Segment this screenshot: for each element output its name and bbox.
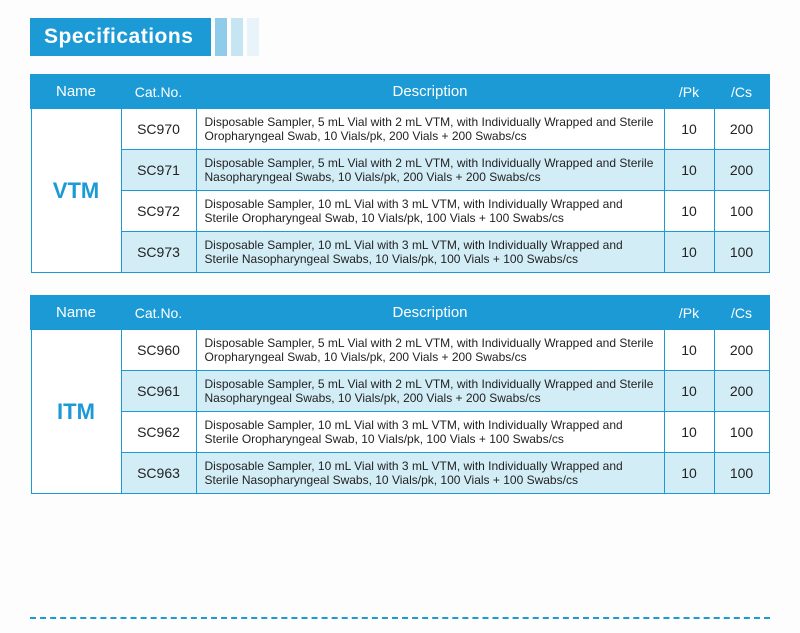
header-cs: /Cs bbox=[714, 296, 769, 329]
cell-cat: SC962 bbox=[121, 412, 196, 453]
group-name-cell: VTM bbox=[31, 108, 121, 273]
cell-desc: Disposable Sampler, 10 mL Vial with 3 mL… bbox=[196, 191, 664, 232]
table-row: SC963 Disposable Sampler, 10 mL Vial wit… bbox=[31, 453, 769, 494]
table-row: SC972 Disposable Sampler, 10 mL Vial wit… bbox=[31, 191, 769, 232]
spec-table-vtm: Name Cat.No. Description /Pk /Cs VTM SC9… bbox=[30, 74, 770, 273]
header-name: Name bbox=[31, 75, 121, 108]
table-header-row: Name Cat.No. Description /Pk /Cs bbox=[31, 296, 769, 329]
title-accent-icon bbox=[247, 18, 259, 56]
header-cat: Cat.No. bbox=[121, 75, 196, 108]
spec-table-itm: Name Cat.No. Description /Pk /Cs ITM SC9… bbox=[30, 295, 770, 494]
cell-pk: 10 bbox=[664, 150, 714, 191]
header-name: Name bbox=[31, 296, 121, 329]
cell-pk: 10 bbox=[664, 412, 714, 453]
cell-pk: 10 bbox=[664, 108, 714, 150]
cell-pk: 10 bbox=[664, 232, 714, 273]
cell-cs: 200 bbox=[714, 371, 769, 412]
divider-dashed bbox=[30, 617, 770, 619]
cell-cs: 200 bbox=[714, 329, 769, 371]
cell-cat: SC963 bbox=[121, 453, 196, 494]
title-accent-icon bbox=[231, 18, 243, 56]
cell-cat: SC971 bbox=[121, 150, 196, 191]
header-pk: /Pk bbox=[664, 75, 714, 108]
cell-desc: Disposable Sampler, 10 mL Vial with 3 mL… bbox=[196, 412, 664, 453]
table-row: SC973 Disposable Sampler, 10 mL Vial wit… bbox=[31, 232, 769, 273]
cell-cat: SC961 bbox=[121, 371, 196, 412]
table-row: SC971 Disposable Sampler, 5 mL Vial with… bbox=[31, 150, 769, 191]
page-title: Specifications bbox=[30, 18, 211, 56]
group-name-cell: ITM bbox=[31, 329, 121, 494]
cell-desc: Disposable Sampler, 10 mL Vial with 3 mL… bbox=[196, 453, 664, 494]
cell-cat: SC972 bbox=[121, 191, 196, 232]
header-pk: /Pk bbox=[664, 296, 714, 329]
cell-desc: Disposable Sampler, 10 mL Vial with 3 mL… bbox=[196, 232, 664, 273]
cell-cat: SC970 bbox=[121, 108, 196, 150]
cell-cat: SC960 bbox=[121, 329, 196, 371]
cell-desc: Disposable Sampler, 5 mL Vial with 2 mL … bbox=[196, 371, 664, 412]
title-bar: Specifications bbox=[30, 18, 770, 56]
cell-cs: 100 bbox=[714, 191, 769, 232]
table-row: ITM SC960 Disposable Sampler, 5 mL Vial … bbox=[31, 329, 769, 371]
cell-cs: 100 bbox=[714, 232, 769, 273]
header-cat: Cat.No. bbox=[121, 296, 196, 329]
cell-pk: 10 bbox=[664, 191, 714, 232]
cell-cs: 200 bbox=[714, 108, 769, 150]
header-desc: Description bbox=[196, 296, 664, 329]
header-cs: /Cs bbox=[714, 75, 769, 108]
cell-desc: Disposable Sampler, 5 mL Vial with 2 mL … bbox=[196, 108, 664, 150]
cell-pk: 10 bbox=[664, 453, 714, 494]
cell-pk: 10 bbox=[664, 371, 714, 412]
table-header-row: Name Cat.No. Description /Pk /Cs bbox=[31, 75, 769, 108]
header-desc: Description bbox=[196, 75, 664, 108]
cell-pk: 10 bbox=[664, 329, 714, 371]
cell-cs: 200 bbox=[714, 150, 769, 191]
cell-cat: SC973 bbox=[121, 232, 196, 273]
cell-desc: Disposable Sampler, 5 mL Vial with 2 mL … bbox=[196, 150, 664, 191]
cell-desc: Disposable Sampler, 5 mL Vial with 2 mL … bbox=[196, 329, 664, 371]
title-accent-icon bbox=[215, 18, 227, 56]
table-row: SC962 Disposable Sampler, 10 mL Vial wit… bbox=[31, 412, 769, 453]
cell-cs: 100 bbox=[714, 453, 769, 494]
table-row: SC961 Disposable Sampler, 5 mL Vial with… bbox=[31, 371, 769, 412]
table-row: VTM SC970 Disposable Sampler, 5 mL Vial … bbox=[31, 108, 769, 150]
cell-cs: 100 bbox=[714, 412, 769, 453]
